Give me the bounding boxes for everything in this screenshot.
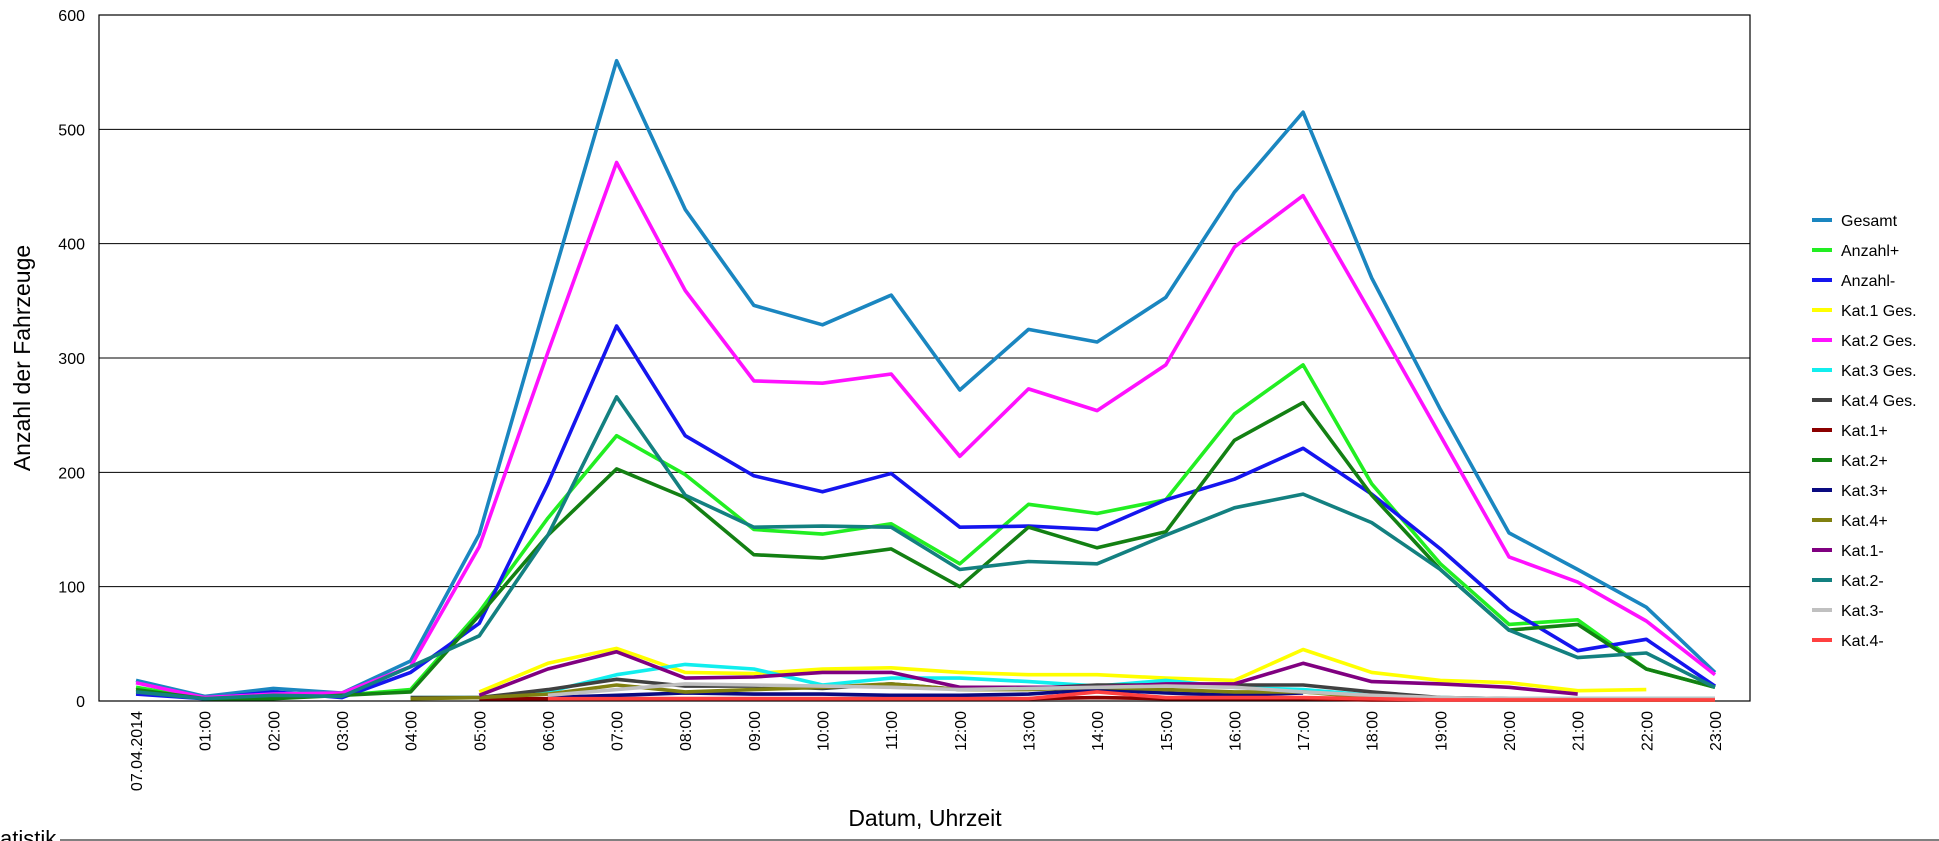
x-tick-label: 04:00: [404, 711, 421, 751]
x-tick-label: 12:00: [953, 711, 970, 751]
x-tick-label: 05:00: [472, 711, 489, 751]
legend-label: Kat.3 Ges.: [1841, 363, 1917, 380]
x-tick-label: 10:00: [816, 711, 833, 751]
x-tick-label: 19:00: [1433, 711, 1450, 751]
y-tick-label: 600: [58, 8, 85, 25]
legend-label: Kat.3-: [1841, 603, 1884, 620]
x-tick-label: 21:00: [1571, 711, 1588, 751]
y-tick-label: 0: [76, 694, 85, 711]
x-tick-label: 15:00: [1159, 711, 1176, 751]
legend-label: Kat.4 Ges.: [1841, 393, 1917, 410]
x-axis-title: Datum, Uhrzeit: [848, 805, 1002, 831]
x-tick-label: 16:00: [1227, 711, 1244, 751]
x-tick-label: 03:00: [335, 711, 352, 751]
series-line: [547, 687, 1304, 700]
x-tick-label: 22:00: [1639, 711, 1656, 751]
legend-label: Anzahl+: [1841, 243, 1899, 260]
series-line: [135, 324, 1717, 701]
legend-label: Kat.2 Ges.: [1841, 333, 1917, 350]
series-line: [478, 646, 1647, 694]
plot-frame: [98, 14, 1751, 702]
y-axis-title: Anzahl der Fahrzeuge: [9, 245, 35, 471]
x-tick-label: 06:00: [541, 711, 558, 751]
legend-label: Kat.1+: [1841, 423, 1888, 440]
legend-label: Gesamt: [1841, 213, 1898, 230]
series-line: [135, 395, 1716, 701]
y-tick-label: 400: [58, 237, 85, 254]
x-tick-label: 02:00: [266, 711, 283, 751]
x-tick-label: 07:00: [610, 711, 627, 751]
x-tick-label: 13:00: [1021, 711, 1038, 751]
legend-label: Kat.1 Ges.: [1841, 303, 1917, 320]
legend-label: Anzahl-: [1841, 273, 1895, 290]
y-tick-label: 500: [58, 122, 85, 139]
y-tick-label: 200: [58, 465, 85, 482]
x-tick-label: 11:00: [884, 711, 901, 750]
x-tick-label: 18:00: [1365, 711, 1382, 751]
x-tick-label: 20:00: [1502, 711, 1519, 751]
x-tick-label: 01:00: [198, 711, 215, 751]
x-tick-label: 07.04.2014: [129, 711, 146, 791]
legend-label: Kat.4+: [1841, 513, 1888, 530]
footer: atistik: [0, 826, 57, 841]
x-tick-label: 17:00: [1296, 711, 1313, 751]
legend-label: Kat.2+: [1841, 453, 1888, 470]
legend-label: Kat.4-: [1841, 633, 1884, 650]
series-line: [547, 690, 1715, 702]
x-tick-label: 08:00: [678, 711, 695, 751]
x-tick-label: 09:00: [747, 711, 764, 751]
series-line: [135, 363, 1716, 701]
series-line: [135, 160, 1717, 700]
x-tick-label: 23:00: [1708, 711, 1725, 751]
y-tick-label: 300: [58, 351, 85, 368]
x-tick-label: 14:00: [1090, 711, 1107, 751]
series-line: [135, 58, 1717, 699]
legend-label: Kat.1-: [1841, 543, 1884, 560]
series-line: [135, 400, 1716, 701]
y-tick-label: 100: [58, 580, 85, 597]
legend-label: Kat.3+: [1841, 483, 1888, 500]
legend-label: Kat.2-: [1841, 573, 1884, 590]
